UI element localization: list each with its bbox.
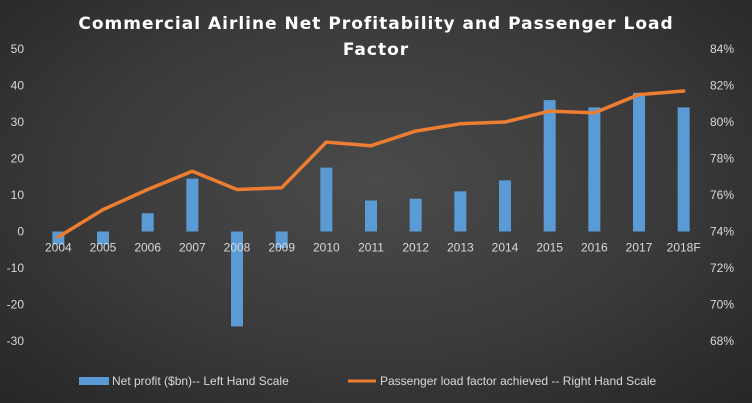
left-tick-label: 0: [17, 225, 24, 239]
left-tick-label: 20: [11, 152, 25, 166]
category-label: 2011: [358, 241, 384, 255]
left-tick-label: -20: [7, 298, 25, 312]
load-factor-line: [56, 89, 686, 239]
load-factor-point: [101, 208, 105, 212]
net-profit-bar: [633, 92, 645, 232]
legend-bar-label: Net profit ($bn)-- Left Hand Scale: [112, 374, 289, 388]
net-profit-bars: [52, 92, 690, 327]
load-factor-point: [548, 109, 552, 113]
net-profit-bar: [543, 100, 556, 232]
net-profit-bar: [365, 200, 377, 232]
category-label: 2013: [447, 241, 474, 255]
net-profit-bar: [186, 178, 199, 232]
category-label: 2014: [492, 241, 519, 255]
load-factor-point: [369, 144, 373, 148]
left-tick-label: -30: [7, 334, 25, 348]
right-tick-label: 84%: [710, 42, 734, 56]
legend-line-label: Passenger load factor achieved -- Right …: [380, 374, 656, 388]
category-label: 2010: [313, 241, 340, 255]
load-factor-point: [503, 120, 507, 124]
load-factor-point: [414, 129, 418, 133]
right-tick-label: 68%: [710, 334, 734, 348]
right-tick-label: 70%: [710, 298, 734, 312]
chart-title-line1: Commercial Airline Net Profitability and…: [78, 14, 673, 34]
category-label: 2012: [402, 241, 429, 255]
category-label: 2018F: [667, 241, 701, 255]
load-factor-point: [56, 235, 60, 239]
net-profit-bar: [677, 107, 690, 232]
category-label: 2009: [268, 241, 295, 255]
net-profit-bar: [231, 231, 243, 327]
net-profit-bar: [588, 107, 601, 232]
load-factor-point: [235, 188, 239, 192]
load-factor-point: [637, 93, 641, 97]
left-tick-label: 40: [11, 79, 25, 93]
category-label: 2004: [45, 241, 72, 255]
category-label: 2017: [626, 241, 653, 255]
load-factor-point: [592, 111, 596, 115]
net-profit-bar: [454, 191, 467, 232]
left-tick-label: -10: [7, 261, 25, 275]
right-tick-label: 80%: [710, 115, 734, 129]
right-tick-label: 74%: [710, 225, 734, 239]
left-tick-label: 30: [11, 115, 25, 129]
left-tick-label: 50: [11, 42, 25, 56]
right-tick-label: 76%: [710, 188, 734, 202]
category-label: 2005: [90, 241, 117, 255]
legend: Net profit ($bn)-- Left Hand Scale Passe…: [79, 374, 656, 388]
net-profit-bar: [275, 231, 288, 248]
net-profit-bar: [320, 167, 333, 232]
category-label: 2015: [536, 241, 563, 255]
category-label: 2006: [134, 241, 161, 255]
right-tick-label: 72%: [710, 261, 734, 275]
load-factor-point: [682, 89, 686, 93]
category-labels: 2004 2005 2006 2007 2008 2009 2010 2011 2012 2013…: [45, 241, 701, 255]
net-profit-bar: [409, 198, 422, 232]
left-axis: -30 -20 -10 0 10 20 30 40 50: [7, 42, 25, 348]
left-tick-label: 10: [11, 188, 25, 202]
chart-title-line2: Factor: [343, 40, 409, 60]
right-tick-label: 82%: [710, 79, 734, 93]
right-axis: 68% 70% 72% 74% 76% 78% 80% 82% 84%: [710, 42, 734, 348]
category-label: 2007: [179, 241, 206, 255]
legend-bar-swatch: [79, 377, 109, 385]
right-tick-label: 78%: [710, 152, 734, 166]
load-factor-point: [458, 122, 462, 126]
load-factor-point: [190, 169, 194, 173]
net-profit-bar: [141, 213, 154, 232]
net-profit-bar: [499, 180, 511, 232]
load-factor-point: [280, 186, 284, 190]
category-label: 2008: [224, 241, 251, 255]
load-factor-point: [146, 188, 150, 192]
category-label: 2016: [581, 241, 608, 255]
load-factor-point: [324, 140, 328, 144]
net-profit-bar: [97, 231, 109, 245]
